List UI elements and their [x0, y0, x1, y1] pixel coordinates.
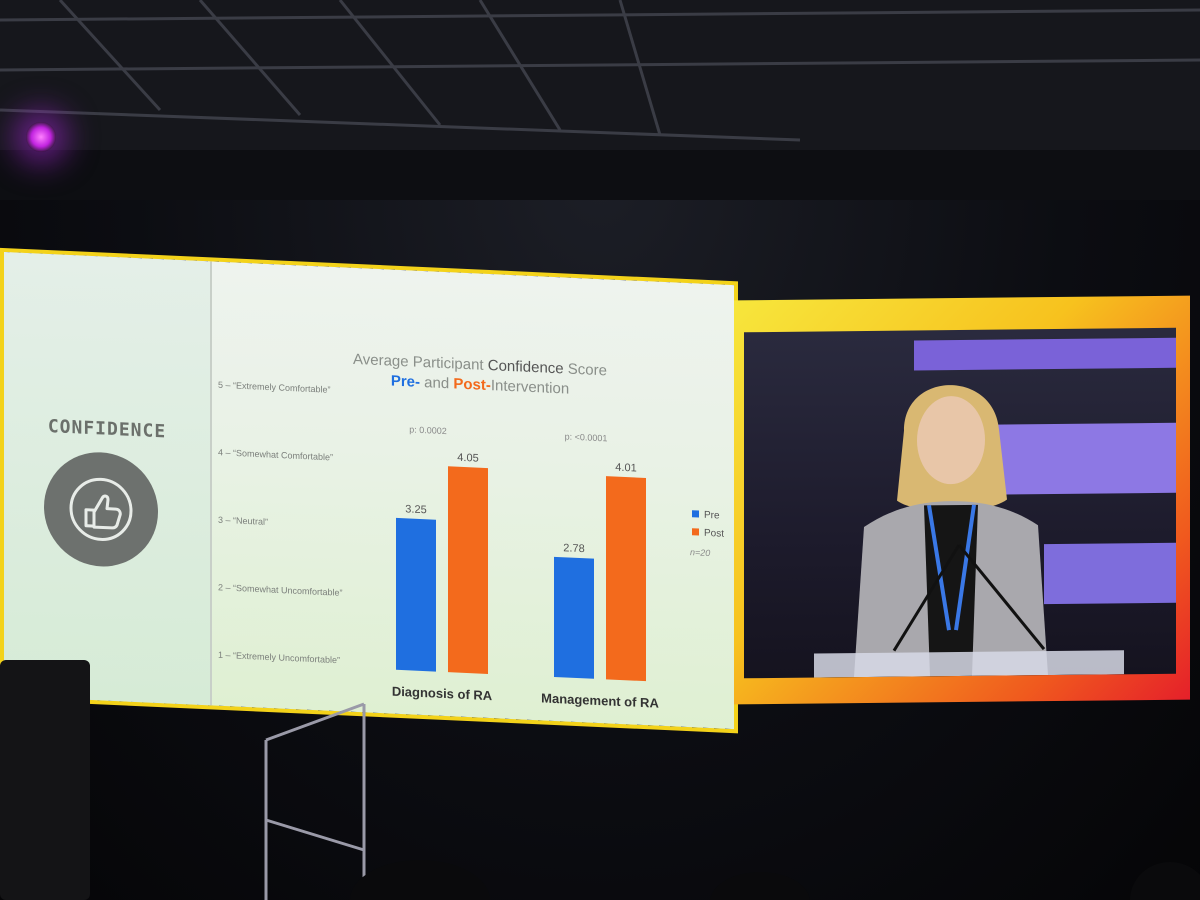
legend-swatch [692, 510, 699, 518]
stage-light [26, 122, 56, 152]
speaker-video-feed [744, 327, 1176, 679]
legend-label: Pre [704, 510, 720, 522]
sidebar-heading: CONFIDENCE [47, 415, 167, 443]
bar-post [606, 476, 646, 682]
p-value-label: p: <0.0001 [565, 431, 608, 443]
y-tick-label: 1 – “Extremely Uncomfortable” [218, 650, 340, 666]
speaker-video-frame [734, 295, 1190, 705]
chart-plot-area: 1 – “Extremely Uncomfortable” 2 – “Somewh… [218, 380, 724, 711]
stage-monitor-speaker [0, 660, 90, 900]
y-tick-label: 2 – “Somewhat Uncomfortable” [218, 582, 342, 598]
confidence-bar-chart: Average Participant Confidence Score Pre… [218, 351, 724, 711]
slide-sidebar: CONFIDENCE [4, 252, 212, 706]
audience-silhouettes [350, 860, 1200, 900]
y-tick-label: 4 – “Somewhat Comfortable” [218, 447, 333, 462]
presentation-slide: CONFIDENCE Average Participant Confidenc… [4, 252, 734, 730]
y-tick-label: 3 – “Neutral” [218, 515, 268, 527]
bar-value-label: 4.01 [615, 462, 636, 475]
legend-label: Post [704, 528, 724, 540]
bar-pre [554, 556, 594, 679]
thumbs-up-badge [44, 449, 158, 569]
chart-title-line-1: Average Participant Confidence Score [353, 351, 607, 380]
category-label: Diagnosis of RA [392, 684, 493, 704]
bar-value-label: 3.25 [405, 503, 426, 516]
thumbs-up-icon [69, 477, 133, 541]
stage-stair-railing [264, 702, 366, 900]
bar-pre [396, 517, 436, 672]
ceiling-truss [0, 0, 1200, 200]
chart-title-line-2: Pre- and Post-Intervention [391, 373, 569, 398]
speaker-at-podium [814, 337, 1176, 678]
sample-size-label: n=20 [690, 547, 710, 558]
legend-swatch [692, 528, 699, 536]
bar-post [448, 466, 488, 674]
category-label: Management of RA [541, 690, 659, 710]
bar-value-label: 4.05 [457, 452, 478, 465]
y-tick-label: 5 – “Extremely Comfortable” [218, 380, 330, 395]
bar-value-label: 2.78 [563, 542, 584, 555]
p-value-label: p: 0.0002 [409, 424, 447, 436]
